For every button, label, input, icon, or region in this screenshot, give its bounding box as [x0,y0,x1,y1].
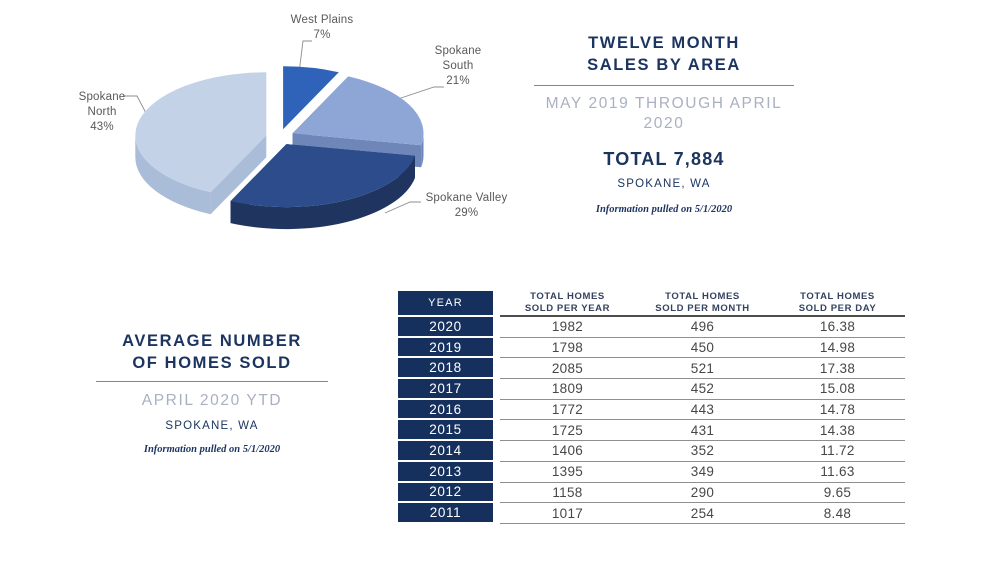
table-row: 2016 1772 443 14.78 [398,399,905,421]
pie-slices [135,66,424,230]
table-row: 2015 1725 431 14.38 [398,420,905,442]
table-row: 2011 1017 254 8.48 [398,503,905,524]
per-year-cell: 1017 [551,505,584,521]
table-row: 2012 1158 290 9.65 [398,482,905,504]
sales-total: TOTAL 7,884 [603,149,725,170]
year-cell: 2013 [398,461,493,483]
per-month-cell: 290 [690,484,715,500]
avg-title: AVERAGE NUMBER OF HOMES SOLD [122,332,302,372]
table-row: 2013 1395 349 11.63 [398,461,905,483]
year-cell: 2012 [398,482,493,504]
sales-by-area-header: TWELVE MONTH SALES BY AREA MAY 2019 THRO… [530,33,798,215]
sales-period: MAY 2019 THROUGH APRIL 2020 [545,94,783,132]
per-year-cell: 1982 [551,319,584,335]
sales-location: SPOKANE, WA [617,178,711,191]
table-row: 2018 2085 521 17.38 [398,358,905,380]
per-day-cell: 14.38 [819,422,856,438]
pie-label-west-plains: West Plains 7% [290,14,354,41]
per-year-cell: 1725 [551,422,584,438]
year-cell: 2017 [398,379,493,400]
per-year-cell: 2085 [551,360,584,376]
avg-homes-sold-header: AVERAGE NUMBER OF HOMES SOLD APRIL 2020 … [77,331,347,455]
pie-label-spokane-south: Spokane South 21% [434,45,482,87]
per-month-cell: 450 [690,340,715,356]
leader-line-spokane-north [123,95,148,116]
leader-line-spokane-valley [384,201,421,214]
per-month-cell: 431 [690,422,715,438]
per-year-cell: 1395 [551,464,584,480]
year-cell: 2015 [398,420,493,442]
per-day-cell: 9.65 [823,484,852,500]
leader-line-west-plains [298,40,312,74]
data-column-headers: TOTAL HOMES SOLD PER YEAR TOTAL HOMES SO… [500,291,905,317]
year-cell: 2014 [398,441,493,462]
col-header-per-year: TOTAL HOMES SOLD PER YEAR [524,291,611,314]
col-header-per-month: TOTAL HOMES SOLD PER MONTH [655,291,750,314]
year-column-header: YEAR [398,291,493,317]
sales-note: Information pulled on 5/1/2020 [595,204,733,216]
per-month-cell: 349 [690,464,715,480]
sales-title: TWELVE MONTH SALES BY AREA [587,34,741,74]
per-day-cell: 8.48 [823,505,852,521]
per-month-cell: 452 [690,381,715,397]
per-month-cell: 352 [690,443,715,459]
avg-location: SPOKANE, WA [165,419,259,432]
per-month-cell: 496 [690,319,715,335]
pie-3d-chart [123,40,444,230]
avg-period: APRIL 2020 YTD [141,391,283,409]
per-year-cell: 1406 [551,443,584,459]
pie-label-spokane-north: Spokane North 43% [78,91,126,133]
per-year-cell: 1798 [551,340,584,356]
per-day-cell: 17.38 [819,360,856,376]
per-month-cell: 521 [690,360,715,376]
pie-chart-section: West Plains 7% Spokane South 21% Spokane… [0,0,530,265]
per-year-cell: 1809 [551,381,584,397]
per-month-cell: 443 [690,402,715,418]
table-row: 2014 1406 352 11.72 [398,441,905,462]
per-day-cell: 11.72 [820,443,855,459]
per-day-cell: 16.38 [819,319,856,335]
year-cell: 2011 [398,503,493,524]
year-cell: 2020 [398,317,493,338]
table-row: 2017 1809 452 15.08 [398,379,905,400]
year-cell: 2018 [398,358,493,380]
per-day-cell: 11.63 [820,464,855,480]
per-month-cell: 254 [690,505,715,521]
pie-label-spokane-valley: Spokane Valley 29% [425,192,508,219]
year-cell: 2019 [398,337,493,359]
table-header-row: YEAR TOTAL HOMES SOLD PER YEAR TOTAL HOM… [398,291,905,317]
table-row: 2019 1798 450 14.98 [398,337,905,359]
per-day-cell: 14.78 [819,402,856,418]
avg-note: Information pulled on 5/1/2020 [143,443,281,455]
col-header-per-day: TOTAL HOMES SOLD PER DAY [798,291,877,314]
leader-line-spokane-south [397,86,444,100]
sales-divider [534,84,794,86]
homes-sold-table: YEAR TOTAL HOMES SOLD PER YEAR TOTAL HOM… [398,291,905,524]
leader-lines [123,40,444,214]
year-cell: 2016 [398,399,493,421]
per-day-cell: 14.98 [819,340,856,356]
table-row: 2020 1982 496 16.38 [398,317,905,338]
per-year-cell: 1158 [552,484,583,500]
avg-divider [96,380,328,382]
per-year-cell: 1772 [551,402,584,418]
per-day-cell: 15.08 [819,381,856,397]
